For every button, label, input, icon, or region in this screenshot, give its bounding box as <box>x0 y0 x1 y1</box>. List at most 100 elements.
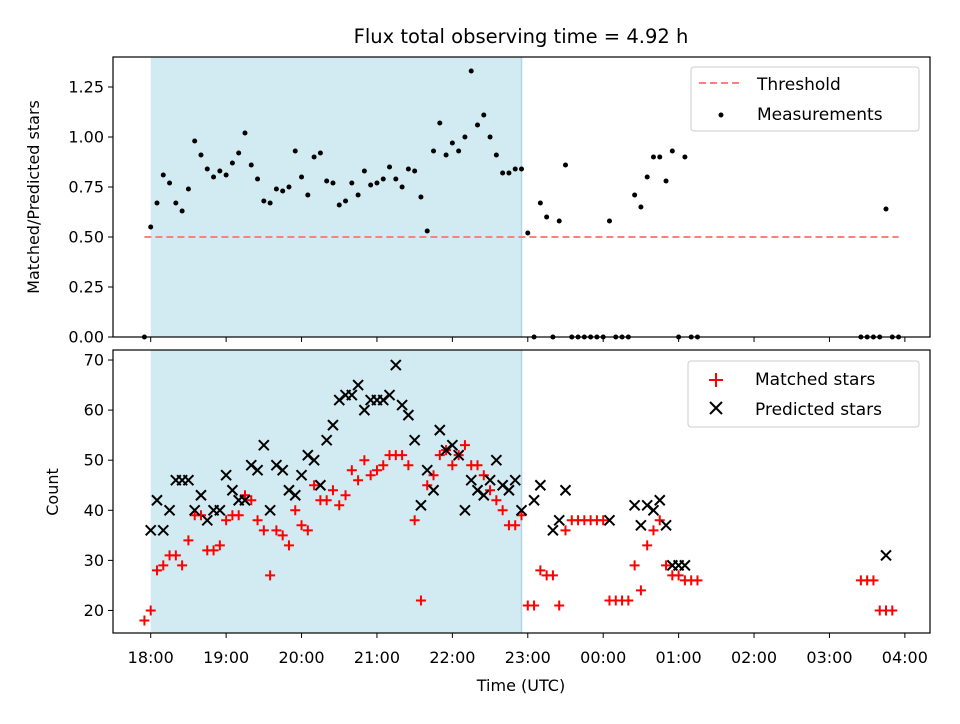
matched-star-point <box>478 470 489 481</box>
matched-star-point <box>642 540 653 551</box>
predicted-star-point <box>295 469 308 481</box>
measurement-point <box>405 166 411 172</box>
predicted-star-point <box>402 409 415 421</box>
predicted-star-point <box>145 524 157 537</box>
matched-star-point <box>529 600 540 611</box>
predicted-star-point <box>358 404 371 416</box>
measurement-point <box>204 166 210 172</box>
measurement-point <box>267 200 273 206</box>
measurement-point <box>148 224 154 230</box>
measurement-point <box>443 152 449 158</box>
measurement-point <box>562 162 568 168</box>
matched-star-point <box>283 540 294 551</box>
predicted-star-point <box>679 559 691 572</box>
measurement-point <box>330 180 336 186</box>
x-tick-label: 03:00 <box>806 648 852 667</box>
predicted-star-point <box>509 474 521 486</box>
matched-star-point <box>277 530 288 541</box>
top-y-tick-label: 1.25 <box>68 78 104 97</box>
matched-star-point <box>233 510 244 521</box>
predicted-star-point <box>628 499 641 511</box>
measurement-point <box>500 170 506 176</box>
predicted-star-point <box>396 399 408 411</box>
top-y-tick-label: 1.00 <box>68 128 104 147</box>
top-legend-box <box>690 66 920 132</box>
matched-star-point <box>239 490 250 501</box>
top-y-tick-label: 0.00 <box>68 328 104 347</box>
predicted-star-point <box>660 519 672 532</box>
legend-threshold-label: Threshold <box>756 75 841 95</box>
measurement-point <box>192 138 198 144</box>
matched-star-point <box>491 495 502 506</box>
matched-star-point <box>654 515 665 526</box>
measurement-point <box>525 230 531 236</box>
predicted-star-point <box>276 464 289 476</box>
measurement-point <box>462 134 468 140</box>
top-legend: Threshold Measurements <box>690 66 920 132</box>
matched-star-point <box>340 490 351 501</box>
measurement-point <box>217 168 223 174</box>
measurement-point <box>424 228 430 234</box>
predicted-star-point <box>251 464 264 476</box>
measurement-point <box>361 168 367 174</box>
predicted-star-point <box>421 464 433 476</box>
predicted-star-point <box>647 504 660 516</box>
measurement-point <box>236 150 242 156</box>
bottom-y-tick-label: 20 <box>84 601 104 620</box>
measurement-point <box>456 148 462 154</box>
predicted-star-point <box>434 424 446 436</box>
predicted-star-point <box>195 489 207 501</box>
bottom-observing-window <box>150 350 522 633</box>
matched-star-point <box>296 520 307 531</box>
predicted-star-point <box>308 454 320 466</box>
matched-star-point <box>598 515 609 526</box>
measurement-point <box>311 154 317 160</box>
matched-star-point <box>447 460 458 471</box>
bottom-y-tick-label: 60 <box>84 401 104 420</box>
predicted-star-point <box>490 454 503 466</box>
top-panel-frame <box>112 56 931 338</box>
top-y-axis-label: Matched/Predicted stars <box>24 100 43 294</box>
x-tick-label: 20:00 <box>278 648 324 667</box>
measurement-point <box>167 180 173 186</box>
predicted-star-point <box>264 504 276 516</box>
measurement-point <box>883 206 889 212</box>
measurement-point <box>154 200 160 206</box>
matched-star-point <box>327 485 338 496</box>
measurement-point <box>650 154 656 160</box>
measurement-point <box>393 176 399 182</box>
predicted-star-point <box>226 484 239 496</box>
matched-star-point <box>359 455 370 466</box>
matched-star-point <box>246 495 257 506</box>
matched-star-point <box>252 515 263 526</box>
measurement-point <box>644 174 650 180</box>
matched-star-point <box>309 480 320 491</box>
bottom-y-tick-label: 40 <box>84 501 104 520</box>
predicted-star-point <box>478 489 490 501</box>
measurement-point <box>317 150 323 156</box>
legend-matched-swatch <box>709 373 723 387</box>
measurement-point <box>387 164 393 170</box>
matched-star-point <box>560 525 571 536</box>
x-tick-label: 02:00 <box>731 648 777 667</box>
measurement-point <box>286 184 292 190</box>
predicted-star-point <box>446 439 459 451</box>
x-tick-label: 18:00 <box>128 648 174 667</box>
measurement-point <box>487 134 493 140</box>
matched-star-point <box>635 585 646 596</box>
measurement-point <box>399 184 405 190</box>
matched-star-point <box>868 575 879 586</box>
matched-star-point <box>547 570 558 581</box>
legend-measurements-swatch <box>718 112 724 118</box>
matched-star-point <box>346 465 357 476</box>
measurement-point <box>657 154 663 160</box>
measurement-point <box>336 202 342 208</box>
measurement-point <box>537 200 543 206</box>
measurement-point <box>431 148 437 154</box>
measurement-point <box>305 192 311 198</box>
matched-star-point <box>265 570 276 581</box>
predicted-star-point <box>163 504 176 516</box>
predicted-star-point <box>553 514 565 527</box>
measurement-point <box>261 198 267 204</box>
